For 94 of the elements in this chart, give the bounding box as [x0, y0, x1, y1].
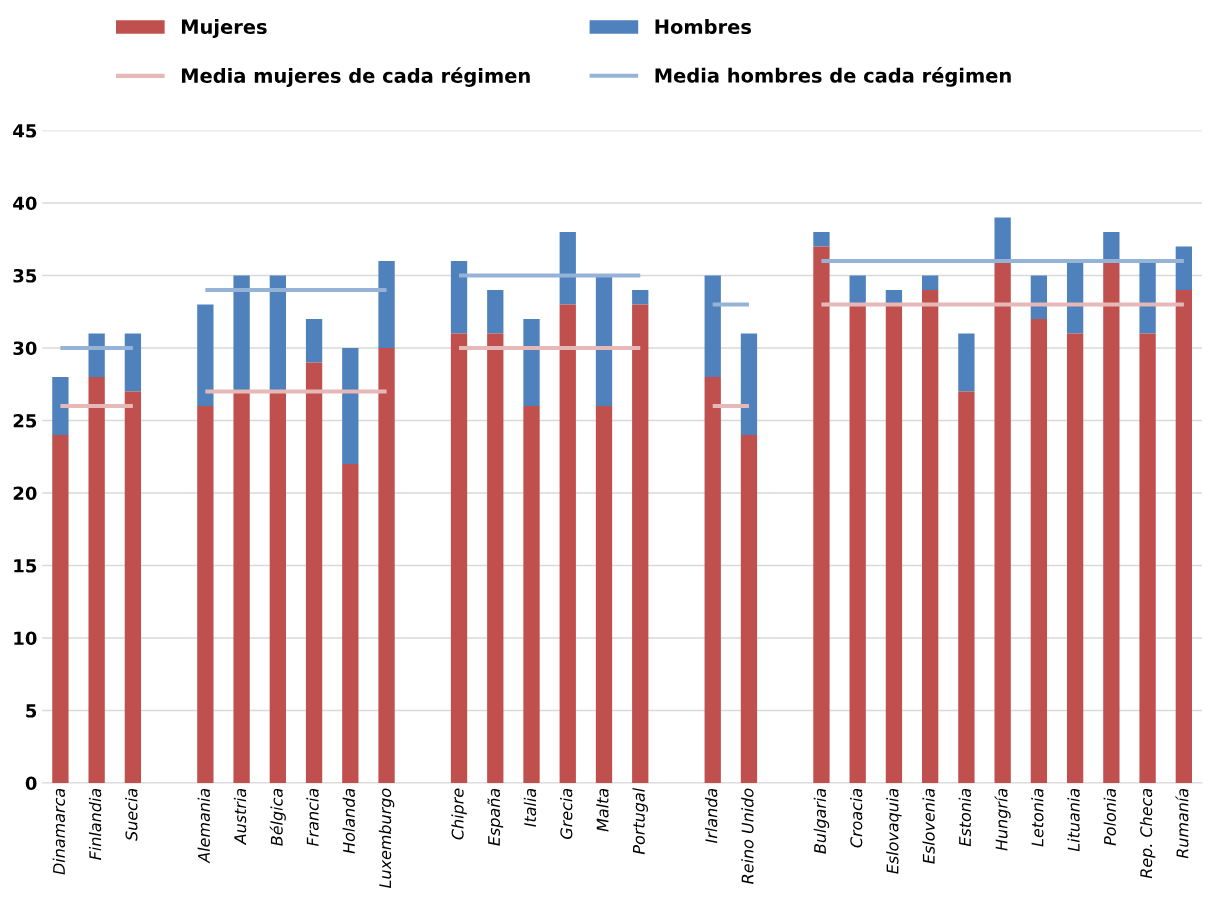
- bar: [595, 275, 613, 406]
- x-tick-label: Rumanía: [1175, 788, 1189, 859]
- x-tick-label: Francia: [306, 788, 319, 847]
- y-tick-label: 30: [13, 341, 37, 356]
- x-tick-label: Austria: [233, 788, 247, 846]
- x-tick-label: Suecia: [125, 788, 138, 841]
- x-tick-label: Croacia: [849, 788, 863, 848]
- y-tick-label: 45: [13, 124, 37, 138]
- legend-label: Media mujeres de cada régimen: [181, 67, 530, 87]
- x-tick-label: Eslovenia: [922, 788, 935, 864]
- bar: [632, 290, 649, 305]
- x-tick-label: Reino Unido: [741, 788, 754, 884]
- bar: [342, 464, 359, 783]
- y-tick-label: 20: [13, 486, 37, 501]
- bar: [342, 348, 359, 464]
- bar: [523, 319, 540, 406]
- bar: [269, 275, 286, 392]
- bar: [559, 304, 576, 783]
- bar: [740, 333, 758, 435]
- bar: [197, 406, 214, 783]
- x-tick-label: Finlandia: [88, 788, 102, 860]
- x-tick-label: Chipre: [451, 788, 467, 840]
- x-tick-label: Luxemburgo: [378, 788, 395, 889]
- bar: [450, 261, 468, 334]
- x-tick-label: Portugal: [632, 787, 648, 855]
- bar: [1175, 290, 1192, 783]
- bar: [922, 290, 939, 783]
- bar: [1103, 232, 1120, 261]
- bar: [813, 232, 830, 247]
- legend-label: Hombres: [655, 19, 751, 35]
- bar: [595, 406, 613, 783]
- x-tick-label: Alemania: [197, 788, 210, 864]
- x-tick-label: Letonia: [1031, 788, 1044, 847]
- legend-label: Mujeres: [181, 19, 267, 38]
- x-tick-label: Hungría: [994, 788, 1011, 851]
- x-tick-label: Bélgica: [269, 788, 286, 846]
- bar: [1139, 261, 1156, 334]
- y-tick-label: 10: [14, 631, 37, 646]
- bar: [124, 333, 142, 392]
- x-tick-label: Polonia: [1103, 788, 1116, 846]
- x-tick-label: Irlanda: [704, 788, 718, 843]
- bar: [740, 435, 758, 783]
- bar: [1030, 319, 1048, 783]
- x-tick-label: Italia: [523, 788, 537, 827]
- bar: [450, 333, 468, 783]
- bar: [922, 275, 939, 290]
- bar: [885, 304, 903, 783]
- bar: [1175, 246, 1192, 290]
- bar: [305, 319, 323, 363]
- bar: [378, 261, 395, 348]
- bar: [52, 435, 69, 783]
- y-tick-label: 35: [13, 268, 37, 283]
- x-tick-label: Dinamarca: [52, 788, 66, 875]
- bar: [559, 232, 576, 305]
- bar: [958, 391, 975, 783]
- y-tick-label: 25: [13, 413, 37, 428]
- bar: [632, 304, 649, 783]
- bar: [197, 304, 214, 406]
- bar: [958, 333, 975, 392]
- x-tick-label: Grecia: [560, 788, 573, 839]
- x-tick-label: España: [487, 788, 504, 846]
- bar: [523, 406, 540, 783]
- x-tick-label: Estonia: [958, 788, 972, 847]
- x-tick-label: Rep. Checa: [1139, 788, 1156, 879]
- x-tick-label: Bulgaria: [813, 788, 830, 854]
- y-tick-label: 0: [25, 776, 37, 791]
- bar: [378, 348, 395, 783]
- bar: [305, 362, 323, 783]
- bar: [994, 261, 1011, 783]
- bar: [704, 377, 721, 783]
- bar: [233, 275, 250, 392]
- y-tick-label: 40: [13, 196, 37, 211]
- bar: [233, 391, 250, 783]
- bar: [487, 333, 504, 783]
- bar: [124, 391, 142, 783]
- bar: [1103, 261, 1120, 783]
- bar: [269, 391, 286, 783]
- x-tick-label: Holanda: [342, 788, 355, 854]
- x-tick-label: Malta: [596, 788, 609, 832]
- x-tick-label: Eslovaquia: [886, 788, 902, 874]
- bar: [704, 275, 721, 377]
- y-tick-label: 15: [14, 559, 37, 573]
- y-tick-label: 5: [26, 704, 37, 718]
- bar: [88, 333, 105, 377]
- x-tick-label: Lituania: [1067, 788, 1080, 852]
- bar: [1066, 333, 1084, 783]
- bar: [487, 290, 504, 334]
- bar: [52, 377, 69, 435]
- bar: [849, 304, 866, 783]
- bar: [813, 246, 830, 783]
- legend-label: Media hombres de cada régimen: [655, 67, 1011, 87]
- bar: [1139, 333, 1156, 783]
- bar: [994, 217, 1011, 261]
- bar: [88, 377, 105, 783]
